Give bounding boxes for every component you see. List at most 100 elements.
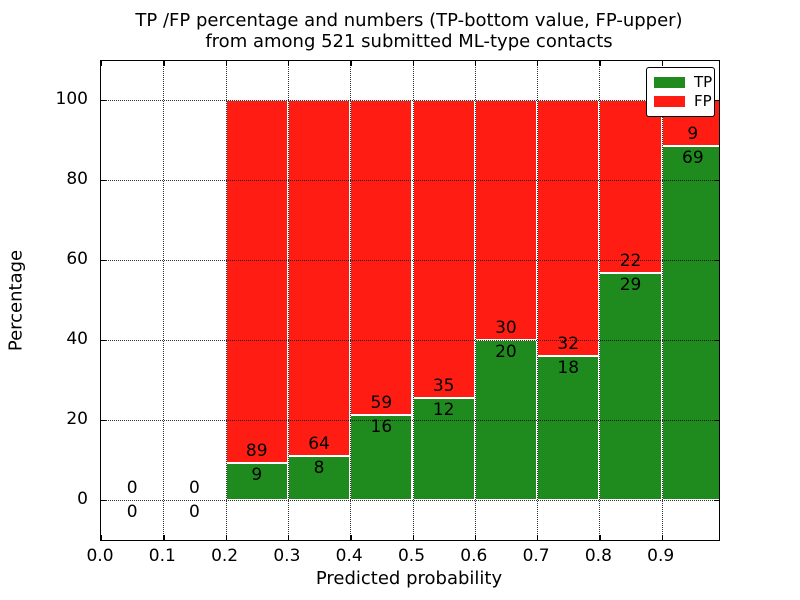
fp-count-label: 35 [432,375,455,396]
bar-segment-fp [225,100,288,464]
h-gridline [101,260,719,261]
bar-segment-fp [350,100,413,415]
x-tick-mark-top [474,61,477,66]
x-tick-label: 0.7 [522,546,550,566]
chart-title-line1: TP /FP percentage and numbers (TP-bottom… [135,10,683,31]
h-gridline [101,100,719,101]
v-gridline [287,61,289,540]
x-tick-mark [474,535,477,540]
tp-count-label: 29 [619,274,642,295]
tp-count-label: 8 [313,457,325,478]
x-tick-mark [599,535,601,540]
x-tick-mark [537,535,539,540]
y-tick-label: 100 [55,89,88,109]
bar-segment-tp [537,356,600,500]
v-gridline [537,61,539,540]
x-tick-mark-top [412,61,414,66]
x-tick-mark [661,535,664,540]
x-tick-label: 0.6 [460,546,488,566]
x-tick-label: 0.5 [397,546,426,566]
x-tick-mark [101,535,103,540]
h-gridline [101,340,719,341]
tp-count-label: 20 [495,342,517,362]
x-tick-label: 0.4 [335,546,363,566]
y-tick-mark [101,100,106,102]
tp-count-label: 9 [251,465,263,486]
fp-count-label: 32 [557,334,580,354]
y-tick-mark-right [714,420,719,422]
fp-count-label: 64 [308,433,330,454]
ticks-layer [101,61,719,540]
x-tick-label: 0.3 [273,546,301,566]
x-tick-mark-top [101,61,103,66]
bar-labels-layer: 0 0 0 0 89 9 64 8 59 16 35 12 30 20 32 18 22 29 9 69 [101,61,719,540]
h-gridline [101,420,719,421]
y-tick-mark-right [714,180,719,182]
fp-count-label: 9 [687,124,699,145]
x-tick-label: 0.2 [211,546,239,566]
y-tick-label: 80 [66,169,88,189]
tp-swatch [654,77,685,88]
fp-count-label: 0 [126,478,138,498]
tp-count-label: 69 [682,148,704,169]
chart-title: TP /FP percentage and numbers (TP-bottom… [100,10,718,52]
bar-segment-fp [412,100,475,398]
v-gridline [661,61,663,540]
v-gridline [599,61,601,540]
y-tick-mark-right [714,100,719,102]
x-tick-mark-top [163,61,165,66]
v-gridline [225,61,227,540]
bar-segment-tp [661,146,719,500]
y-tick-mark-right [714,260,719,262]
bar-segment-fp [599,100,662,273]
y-tick-label: 60 [66,249,88,269]
x-tick-mark [287,535,290,540]
x-tick-label: 0.0 [86,546,114,566]
x-tick-label: 0.9 [647,546,675,566]
legend-label: FP [694,92,712,110]
fp-count-label: 0 [189,478,200,498]
x-tick-mark [350,535,352,540]
tp-count-label: 0 [189,502,200,522]
fp-swatch [654,96,685,107]
v-gridline [350,61,352,540]
y-tick-label: 20 [66,409,88,429]
legend-label: TP [694,73,713,91]
x-tick-mark [163,535,165,540]
x-axis-label: Predicted probability [315,568,503,589]
h-gridline [101,180,719,181]
legend: TP FP [646,67,715,117]
tp-count-label: 18 [557,358,580,378]
bar-segment-fp [287,100,351,456]
y-tick-mark-right [714,500,719,502]
fp-count-label: 22 [619,250,642,271]
y-tick-mark [101,180,106,182]
legend-row: TP [654,73,712,92]
y-tick-mark [101,420,106,422]
bar-segment-tp [225,463,288,500]
grid-layer [101,61,719,540]
y-tick-mark [101,340,106,342]
v-gridline [474,61,476,540]
tp-count-label: 0 [126,502,138,522]
x-tick-mark-top [350,61,352,66]
y-tick-mark [101,500,106,502]
y-tick-mark [101,260,106,262]
bars-layer [101,61,719,540]
x-tick-mark-top [225,61,227,66]
x-tick-mark-top [599,61,601,66]
fp-count-label: 59 [370,392,393,413]
bar-segment-fp [474,100,538,340]
tp-count-label: 16 [370,416,393,437]
y-tick-label: 40 [66,329,88,349]
bar-segment-fp [537,100,600,356]
h-gridline [101,500,719,501]
x-tick-mark-top [287,61,290,66]
plot-area: 0 0 0 0 89 9 64 8 59 16 35 12 30 20 32 18 22 29 9 69 TP FP [100,60,720,541]
x-tick-label: 0.1 [148,546,176,566]
y-tick-mark-right [714,340,719,342]
fp-count-label: 30 [495,318,517,338]
v-gridline [412,61,414,540]
x-tick-mark-top [661,61,664,66]
